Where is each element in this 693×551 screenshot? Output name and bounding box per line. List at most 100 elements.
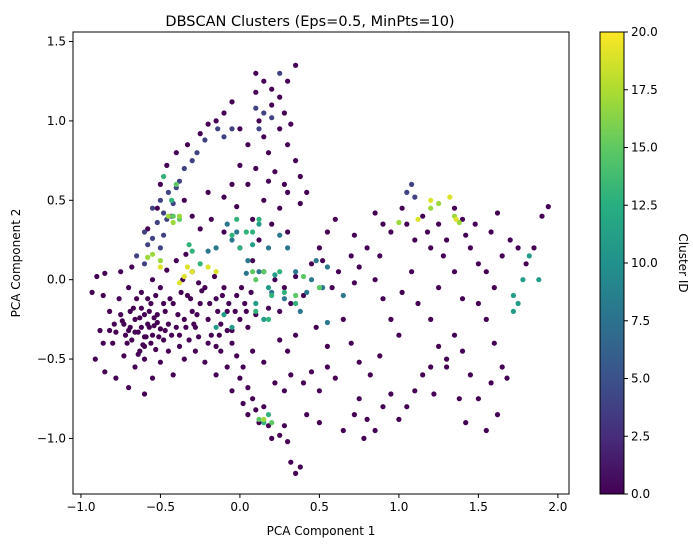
scatter-point [132,329,138,335]
scatter-point [313,258,319,264]
scatter-point [161,232,167,238]
scatter-point [224,364,230,370]
y-tick-label: 1.0 [47,114,66,128]
scatter-point [191,321,197,327]
x-tick-label: −0.5 [146,500,175,514]
scatter-point [308,261,315,267]
scatter-point [281,289,287,295]
scatter-point [424,229,431,235]
scatter-point [293,470,299,476]
colorbar-gradient [599,31,625,495]
scatter-point [243,229,249,235]
scatter-point [539,213,545,219]
x-axis-ticks: −1.0 −0.5 0.0 0.5 1.0 1.5 2.0 [66,494,567,514]
y-axis-label: PCA Component 2 [9,209,23,318]
scatter-point [157,181,163,187]
scatter-point [324,319,330,326]
scatter-point [261,269,267,275]
scatter-point [181,273,187,280]
scatter-point [256,416,262,422]
scatter-point [186,242,192,248]
scatter-point [234,229,240,235]
scatter-point [293,269,299,275]
scatter-point [367,372,373,378]
scatter-point [356,396,362,402]
scatter-point [224,308,230,314]
scatter-point [237,375,243,381]
scatter-point [181,316,187,322]
scatter-point [164,267,170,273]
scatter-point [221,194,227,200]
scatter-point [261,110,267,116]
scatter-point [176,343,183,349]
scatter-point [261,134,267,140]
scatter-point [320,258,326,264]
scatter-point [507,237,513,243]
scatter-point [451,332,458,338]
y-tick-label: −1.0 [37,431,66,445]
scatter-point [250,216,256,222]
scatter-point [145,254,151,260]
scatter-point [277,205,283,211]
scatter-point [288,372,294,378]
scatter-point [126,285,132,291]
scatter-point [202,285,208,291]
scatter-point [157,264,163,270]
scatter-point [261,316,267,322]
scatter-point [293,292,299,299]
scatter-point [100,340,106,346]
scatter-point [253,70,259,76]
scatter-point [388,229,394,235]
scatter-point [459,348,466,354]
scatter-point [520,277,526,283]
scatter-point [167,296,173,302]
scatter-point [116,296,122,302]
scatter-point [176,332,183,338]
scatter-point [324,229,330,235]
plot-area: −1.0 −0.5 0.0 0.5 1.0 1.5 2.0 −1.0 −0.5 0.0 0.5 1.… [37,31,570,514]
scatter-point [250,229,256,235]
scatter-point [178,289,184,295]
scatter-point [219,292,225,299]
scatter-point [510,292,516,299]
scatter-point [189,308,195,314]
scatter-point [261,78,267,84]
scatter-point [170,372,176,378]
scatter-point [253,407,259,413]
scatter-point [148,300,154,307]
scatter-point [297,173,303,180]
scatter-point [463,232,469,238]
scatter-point [156,334,162,340]
scatter-point [444,364,450,370]
scatter-point [288,121,294,127]
scatter-point [467,372,473,378]
scatter-point [293,273,299,280]
scatter-point [113,375,119,381]
scatter-point [436,285,442,291]
scatter-point [288,459,294,465]
scatter-point [304,189,310,195]
scatter-point [176,178,183,184]
scatter-point [351,232,357,238]
scatter-point [157,359,163,365]
scatter-point [281,285,287,291]
scatter-point [293,158,299,164]
scatter-point [436,343,442,349]
scatter-point [240,364,246,370]
scatter-point [285,78,291,84]
scatter-point [256,269,262,275]
scatter-point [157,258,163,264]
scatter-point [229,388,235,394]
scatter-point [285,142,291,148]
scatter-point [281,110,287,116]
scatter-point [277,70,283,76]
scatter-point [129,264,135,270]
scatter-point [348,253,354,259]
scatter-point [145,226,151,232]
scatter-point [126,385,132,391]
scatter-point [472,221,478,227]
scatter-point [197,226,203,232]
scatter-point [215,308,221,314]
scatter-point [113,329,119,335]
